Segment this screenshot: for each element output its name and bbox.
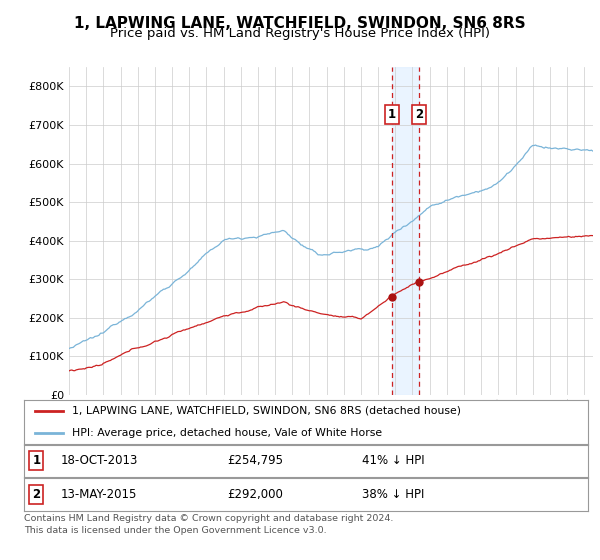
Text: £292,000: £292,000 [227,488,283,501]
Text: 1: 1 [388,108,396,121]
Text: 18-OCT-2013: 18-OCT-2013 [61,454,138,468]
Bar [392,67,419,395]
Text: Price paid vs. HM Land Registry's House Price Index (HPI): Price paid vs. HM Land Registry's House … [110,27,490,40]
Text: 1: 1 [32,454,40,468]
Text: Contains HM Land Registry data © Crown copyright and database right 2024.
This d: Contains HM Land Registry data © Crown c… [24,514,394,535]
Text: HPI: Average price, detached house, Vale of White Horse: HPI: Average price, detached house, Vale… [72,428,382,437]
Text: 2: 2 [415,108,423,121]
Text: 1, LAPWING LANE, WATCHFIELD, SWINDON, SN6 8RS (detached house): 1, LAPWING LANE, WATCHFIELD, SWINDON, SN… [72,406,461,416]
Text: 13-MAY-2015: 13-MAY-2015 [61,488,137,501]
Text: 1, LAPWING LANE, WATCHFIELD, SWINDON, SN6 8RS: 1, LAPWING LANE, WATCHFIELD, SWINDON, SN… [74,16,526,31]
Text: 41% ↓ HPI: 41% ↓ HPI [362,454,425,468]
Text: £254,795: £254,795 [227,454,283,468]
Text: 38% ↓ HPI: 38% ↓ HPI [362,488,425,501]
Text: 2: 2 [32,488,40,501]
